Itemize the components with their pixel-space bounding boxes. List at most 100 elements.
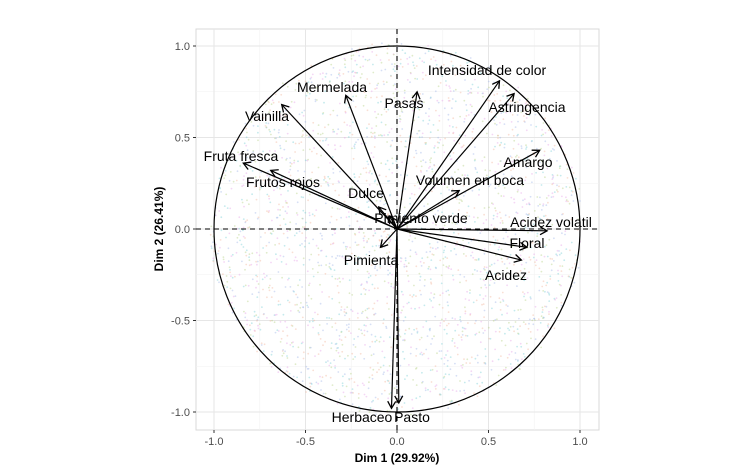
background-point — [415, 152, 418, 155]
background-point — [353, 381, 356, 383]
background-point — [280, 337, 283, 340]
background-point — [420, 151, 422, 154]
background-point — [495, 116, 497, 118]
background-point — [488, 206, 490, 209]
background-point — [254, 176, 257, 179]
background-point — [431, 190, 433, 193]
background-point — [257, 131, 259, 134]
background-point — [218, 210, 221, 212]
background-point — [415, 165, 418, 168]
x-axis-ticks: -1.0 -0.5 0.0 0.5 1.0 — [205, 430, 588, 448]
background-point — [365, 171, 368, 174]
background-point — [352, 157, 355, 160]
background-point — [527, 213, 530, 216]
background-point — [550, 269, 553, 272]
background-point — [337, 128, 340, 131]
background-point — [322, 344, 324, 347]
background-point — [467, 242, 470, 244]
background-point — [492, 203, 494, 206]
background-point — [430, 292, 432, 294]
background-point — [509, 155, 512, 158]
background-point — [525, 203, 528, 206]
background-point — [348, 80, 351, 83]
background-point — [355, 72, 357, 74]
background-point — [375, 116, 378, 119]
label-vainilla: Vainilla — [245, 108, 289, 124]
background-point — [282, 218, 285, 220]
background-point — [256, 217, 259, 220]
background-point — [368, 171, 371, 174]
background-point — [387, 134, 389, 136]
background-point — [482, 297, 485, 300]
background-point — [421, 381, 423, 384]
background-point — [307, 81, 310, 83]
background-point — [248, 203, 250, 206]
background-point — [481, 120, 484, 123]
background-point — [481, 327, 484, 330]
background-point — [418, 108, 421, 111]
background-point — [231, 276, 234, 279]
background-point — [341, 382, 344, 385]
background-point — [508, 353, 511, 356]
background-point — [498, 246, 501, 249]
background-point — [536, 196, 539, 198]
background-point — [262, 117, 265, 119]
background-point — [319, 375, 321, 378]
background-point — [412, 379, 414, 381]
background-point — [357, 392, 360, 395]
background-point — [556, 254, 559, 257]
background-point — [545, 284, 548, 287]
background-point — [420, 293, 422, 296]
background-point — [432, 296, 435, 299]
background-point — [415, 355, 417, 357]
background-point — [357, 206, 360, 209]
background-point — [479, 341, 482, 344]
background-point — [275, 137, 277, 140]
background-point — [374, 110, 376, 113]
background-point — [291, 251, 294, 254]
background-point — [496, 239, 499, 242]
background-point — [312, 238, 314, 241]
background-point — [367, 200, 370, 203]
background-point — [414, 220, 417, 223]
background-point — [474, 221, 476, 223]
background-point — [426, 256, 429, 259]
background-point — [504, 368, 507, 371]
background-point — [271, 287, 274, 289]
background-point — [332, 168, 334, 170]
background-point — [541, 260, 543, 263]
background-point — [573, 281, 576, 284]
background-point — [524, 179, 527, 182]
background-point — [210, 225, 213, 228]
background-point — [230, 301, 233, 304]
background-point — [308, 136, 310, 139]
background-point — [483, 182, 486, 185]
background-point — [246, 323, 249, 326]
background-point — [392, 53, 395, 56]
background-point — [391, 157, 394, 160]
background-point — [277, 303, 280, 306]
background-point — [309, 385, 312, 388]
background-point — [519, 269, 522, 272]
background-point — [422, 119, 425, 122]
background-point — [497, 192, 500, 195]
background-point — [351, 81, 354, 83]
background-point — [244, 237, 246, 239]
background-point — [334, 367, 336, 369]
background-point — [285, 263, 288, 266]
background-point — [514, 358, 517, 361]
background-point — [339, 280, 341, 283]
background-point — [336, 114, 339, 117]
background-point — [487, 277, 489, 279]
background-point — [432, 56, 435, 58]
background-point — [383, 263, 386, 265]
background-point — [552, 182, 555, 185]
background-point — [344, 336, 347, 338]
background-point — [362, 104, 365, 107]
background-point — [557, 280, 560, 282]
background-point — [274, 137, 276, 140]
background-point — [549, 275, 552, 278]
background-point — [338, 194, 340, 197]
background-point — [398, 334, 401, 337]
background-point — [212, 260, 215, 263]
